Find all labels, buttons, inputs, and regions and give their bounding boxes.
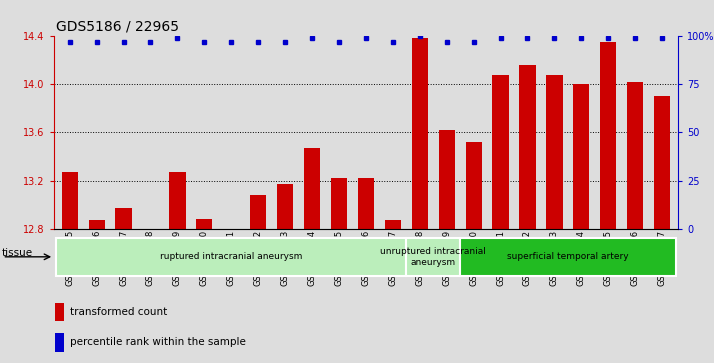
Text: GDS5186 / 22965: GDS5186 / 22965	[56, 20, 179, 34]
Bar	[466, 142, 482, 229]
Text: ruptured intracranial aneurysm: ruptured intracranial aneurysm	[160, 252, 303, 261]
Bar	[56, 238, 406, 276]
Bar	[412, 37, 428, 229]
Bar	[358, 178, 374, 229]
Bar	[573, 85, 590, 229]
Bar	[406, 238, 461, 276]
Bar	[277, 184, 293, 229]
Bar	[654, 97, 670, 229]
Bar	[385, 220, 401, 229]
Text: unruptured intracranial
aneurysm: unruptured intracranial aneurysm	[381, 247, 486, 266]
Bar	[493, 75, 508, 229]
Bar	[61, 172, 78, 229]
Bar	[438, 130, 455, 229]
Bar	[461, 238, 675, 276]
Text: percentile rank within the sample: percentile rank within the sample	[69, 337, 246, 347]
Bar	[116, 208, 131, 229]
Bar	[331, 178, 347, 229]
Bar	[250, 195, 266, 229]
Bar	[627, 82, 643, 229]
Bar	[304, 148, 320, 229]
Bar	[169, 172, 186, 229]
Text: tissue: tissue	[1, 248, 33, 258]
Text: superficial temporal artery: superficial temporal artery	[507, 252, 629, 261]
Bar	[55, 333, 64, 351]
Bar	[89, 220, 105, 229]
Bar	[600, 42, 616, 229]
Bar	[546, 75, 563, 229]
Bar	[519, 65, 536, 229]
Text: transformed count: transformed count	[69, 307, 167, 317]
Bar	[55, 303, 64, 322]
Bar	[196, 219, 213, 229]
